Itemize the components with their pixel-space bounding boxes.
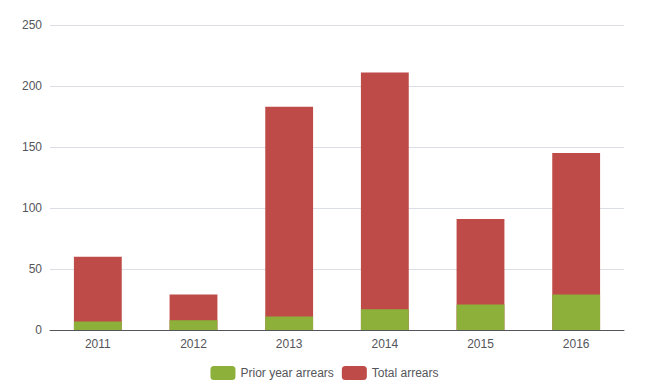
- svg-text:250: 250: [22, 18, 42, 32]
- svg-text:2013: 2013: [276, 337, 303, 351]
- svg-text:150: 150: [22, 140, 42, 154]
- svg-text:2011: 2011: [85, 337, 111, 351]
- svg-text:100: 100: [22, 201, 42, 215]
- svg-text:200: 200: [22, 79, 42, 93]
- svg-text:Prior year arrears: Prior year arrears: [240, 366, 333, 380]
- svg-text:2015: 2015: [467, 337, 494, 351]
- svg-text:50: 50: [29, 262, 43, 276]
- svg-text:2014: 2014: [371, 337, 398, 351]
- svg-text:2016: 2016: [563, 337, 590, 351]
- svg-text:Total arrears: Total arrears: [372, 366, 439, 380]
- svg-text:2012: 2012: [180, 337, 207, 351]
- svg-text:0: 0: [35, 323, 42, 337]
